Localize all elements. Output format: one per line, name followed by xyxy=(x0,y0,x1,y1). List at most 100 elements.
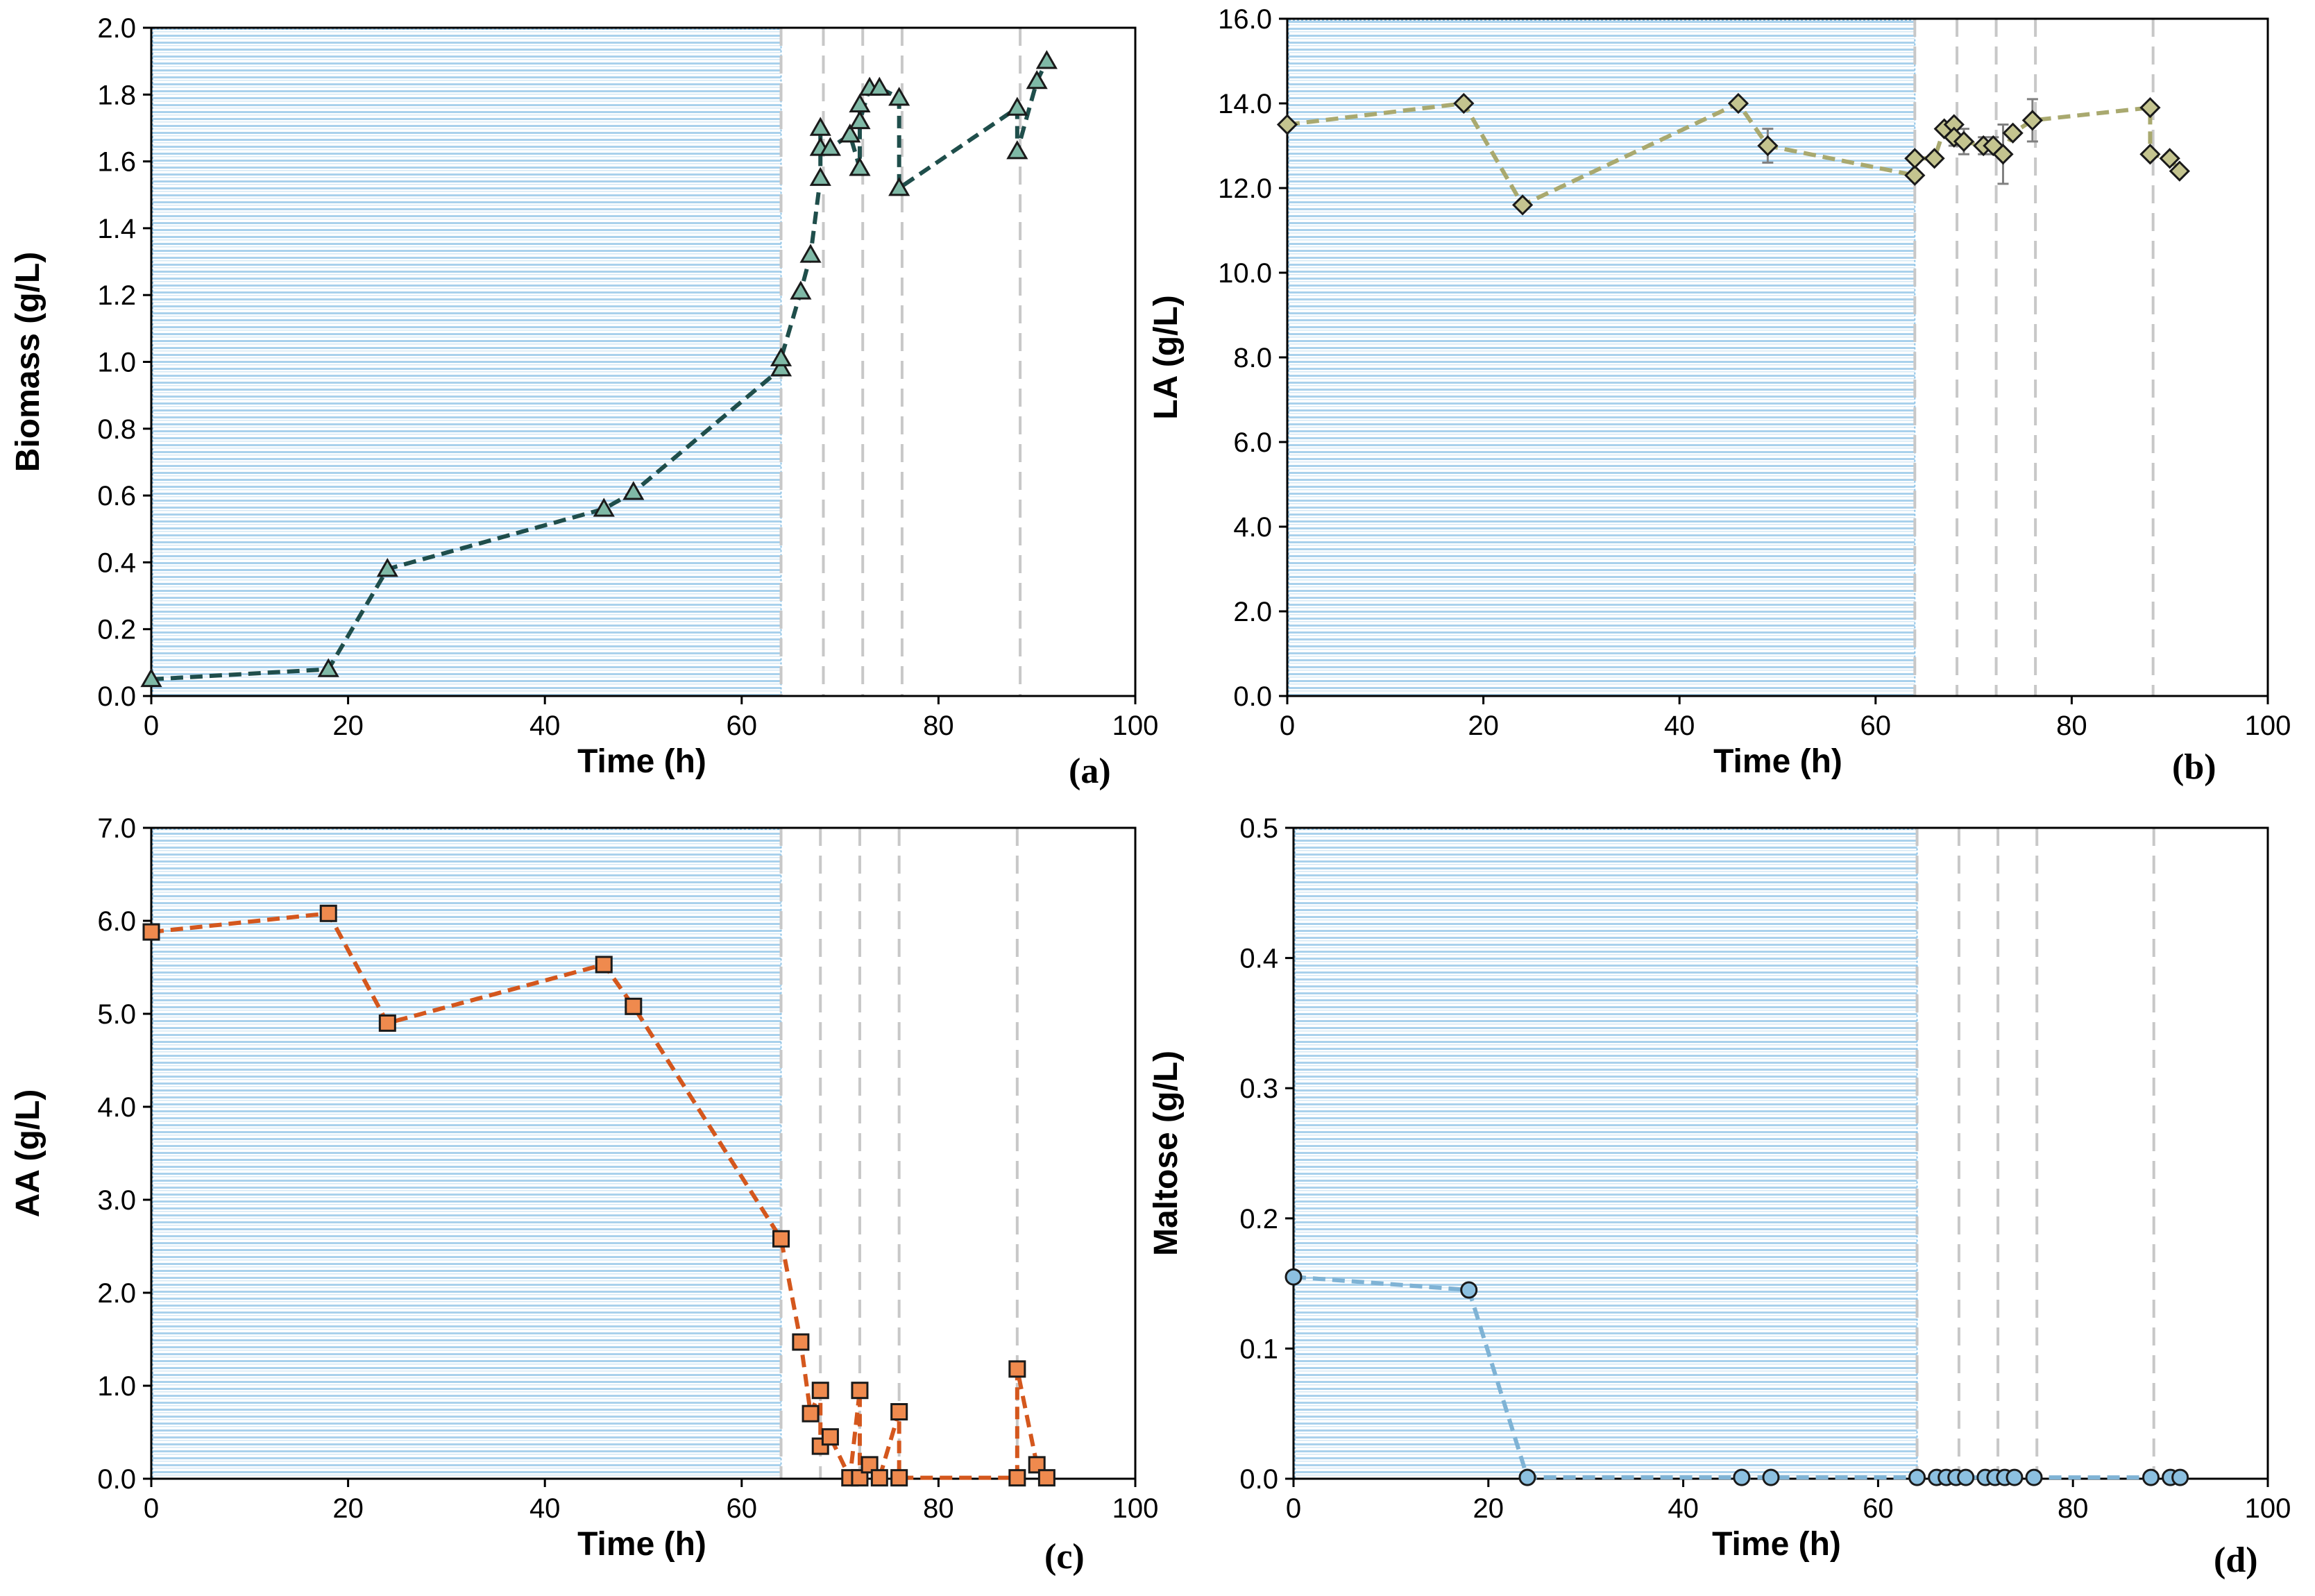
y-tick-label: 0.2 xyxy=(97,615,136,645)
data-point xyxy=(849,110,871,130)
data-point xyxy=(1757,135,1779,157)
data-point xyxy=(2021,110,2044,131)
x-tick-label: 100 xyxy=(2245,1493,2291,1524)
x-tick-label: 0 xyxy=(1280,711,1295,741)
y-tick-label: 1.0 xyxy=(97,1371,136,1402)
data-point xyxy=(860,1456,879,1474)
y-tick-label: 0.0 xyxy=(1239,1464,1278,1495)
y-tick-label: 1.0 xyxy=(97,348,136,378)
x-axis-title: Time (h) xyxy=(1713,743,1842,780)
data-point xyxy=(811,1382,829,1400)
x-tick-label: 40 xyxy=(1664,711,1695,741)
data-point xyxy=(1511,194,1534,216)
panel-a-biomass: 0.0 0.2 0.4 0.6 0.8 1.0 1.2 1.4 1.6 1.8 2.0 0 20 40 60… xyxy=(10,13,1158,791)
data-point xyxy=(802,1404,820,1423)
data-point xyxy=(1992,144,2014,165)
x-tick-label: 100 xyxy=(1112,711,1159,741)
panel-d-maltose: 0.0 0.1 0.2 0.3 0.4 0.5 0 20 40 60 80 100 Time (h) Ma… xyxy=(1148,813,2291,1580)
data-point xyxy=(839,124,861,143)
y-axis-title: LA (g/L) xyxy=(1148,295,1185,419)
data-point xyxy=(2002,122,2024,144)
x-tick-label: 100 xyxy=(2245,711,2291,741)
y-tick-label: 6.0 xyxy=(1233,427,1272,458)
data-point xyxy=(1727,92,1749,114)
x-tick-label: 100 xyxy=(1112,1493,1159,1524)
y-tick-label: 0.2 xyxy=(1239,1204,1278,1234)
data-point xyxy=(595,956,613,974)
panel-b-la: 0.0 2.0 4.0 6.0 8.0 10.0 12.0 14.0 16.0 0 20 40 60 80… xyxy=(1148,4,2291,787)
data-point xyxy=(1518,1468,1536,1486)
data-point xyxy=(142,923,160,941)
data-point xyxy=(1037,1469,1055,1487)
data-point xyxy=(1762,1468,1780,1486)
y-tick-label: 0.0 xyxy=(97,1464,136,1495)
shaded-region xyxy=(1294,829,1918,1479)
y-axis-title: Biomass (g/L) xyxy=(10,252,46,472)
y-tick-label: 0.1 xyxy=(1239,1334,1278,1364)
data-point xyxy=(809,117,831,136)
y-tick-label: 2.0 xyxy=(97,1278,136,1309)
y-tick-label: 1.6 xyxy=(97,147,136,178)
data-point xyxy=(2006,1468,2024,1486)
y-axis-title: AA (g/L) xyxy=(10,1089,46,1218)
data-point xyxy=(1904,164,1926,186)
data-point xyxy=(1028,1456,1046,1474)
data-point xyxy=(1904,148,1926,169)
panel-label: (a) xyxy=(1069,752,1111,791)
shaded-region xyxy=(152,28,782,697)
x-axis-title: Time (h) xyxy=(1712,1526,1841,1563)
data-point xyxy=(851,1469,869,1487)
y-axis-title: Maltose (g/L) xyxy=(1148,1051,1185,1256)
x-tick-label: 80 xyxy=(2058,1493,2089,1524)
data-point xyxy=(593,498,615,517)
x-axis-title: Time (h) xyxy=(577,1526,706,1563)
x-tick-label: 20 xyxy=(332,1493,364,1524)
data-point xyxy=(799,244,822,263)
x-tick-label: 80 xyxy=(923,1493,954,1524)
data-point xyxy=(378,1014,396,1032)
data-point xyxy=(770,357,792,377)
y-tick-label: 0.4 xyxy=(97,547,136,578)
data-point xyxy=(819,137,842,156)
x-tick-label: 0 xyxy=(1286,1493,1301,1524)
y-tick-label: 2.0 xyxy=(97,13,136,44)
panel-label: (c) xyxy=(1044,1537,1085,1577)
data-point xyxy=(1953,130,1975,153)
data-point xyxy=(2171,1468,2189,1486)
data-point xyxy=(625,997,643,1015)
x-tick-label: 20 xyxy=(332,711,364,741)
y-tick-label: 7.0 xyxy=(97,813,136,844)
data-point xyxy=(888,177,910,196)
y-tick-label: 1.8 xyxy=(97,80,136,110)
x-tick-label: 60 xyxy=(1860,711,1892,741)
data-point xyxy=(622,481,645,500)
x-tick-label: 40 xyxy=(529,711,561,741)
x-tick-label: 60 xyxy=(727,711,758,741)
data-point xyxy=(772,1230,790,1248)
x-tick-label: 80 xyxy=(923,711,954,741)
x-tick-label: 80 xyxy=(2056,711,2087,741)
shaded-region xyxy=(152,829,782,1479)
data-point xyxy=(2139,144,2161,165)
series-line xyxy=(151,911,1049,1480)
panel-label: (d) xyxy=(2214,1540,2258,1580)
y-tick-label: 16.0 xyxy=(1218,4,1272,35)
data-point xyxy=(770,347,792,366)
x-tick-label: 0 xyxy=(144,711,159,741)
data-point xyxy=(1035,50,1058,69)
y-tick-label: 0.3 xyxy=(1239,1073,1278,1104)
data-point xyxy=(888,87,910,106)
data-point xyxy=(1733,1468,1751,1486)
y-tick-label: 10.0 xyxy=(1218,258,1272,289)
data-point xyxy=(2025,1468,2043,1486)
data-point xyxy=(890,1403,908,1421)
data-point xyxy=(1453,92,1475,114)
data-point xyxy=(1924,148,1945,169)
y-tick-label: 0.4 xyxy=(1239,944,1278,974)
data-point xyxy=(1006,140,1028,160)
data-point xyxy=(792,1333,810,1351)
y-tick-label: 1.2 xyxy=(97,280,136,311)
data-point xyxy=(1026,70,1048,90)
data-point xyxy=(1957,1468,1975,1486)
